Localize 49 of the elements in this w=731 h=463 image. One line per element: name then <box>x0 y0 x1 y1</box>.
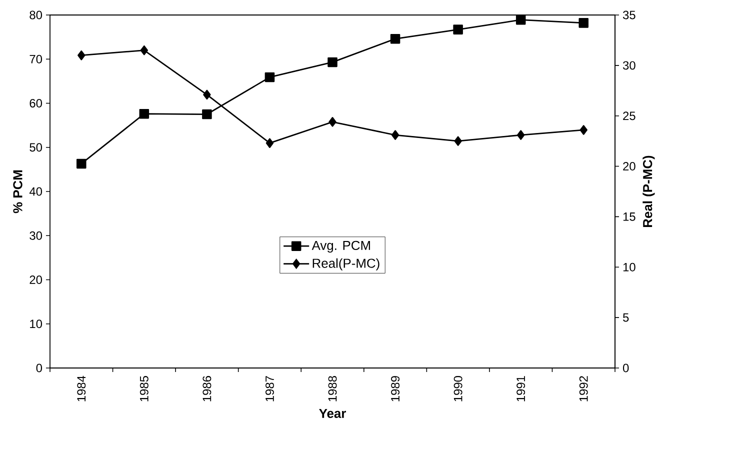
point <box>453 24 463 34</box>
y-axis-title: % PCM <box>13 170 22 214</box>
y-tick-label: 50 <box>30 143 42 152</box>
point <box>390 34 400 44</box>
point <box>580 125 588 135</box>
y-tick-label: 0 <box>36 364 42 372</box>
y-tick-label: 30 <box>30 231 42 240</box>
x-tick-label: 1987 <box>265 376 274 402</box>
point <box>328 57 338 68</box>
point <box>203 90 211 100</box>
point <box>139 108 150 119</box>
y-tick-label: 80 <box>30 10 42 20</box>
legend-label: Real(P-MC) <box>312 258 380 270</box>
point <box>578 18 588 28</box>
x-tick-label: 1988 <box>328 376 337 402</box>
point <box>264 72 275 82</box>
x-tick-label: 1984 <box>77 376 86 402</box>
y-tick-label: 40 <box>29 187 42 196</box>
point <box>266 138 274 148</box>
point <box>454 136 462 146</box>
x-tick-label: 1989 <box>391 376 400 402</box>
x-tick-label: 1990 <box>454 376 462 402</box>
y2-tick-label: 10 <box>623 262 636 272</box>
y2-tick-label: 25 <box>623 112 636 120</box>
point <box>78 50 86 60</box>
point <box>517 130 525 140</box>
y2-tick-label: 30 <box>622 61 636 70</box>
y2-tick-label: 20 <box>623 162 636 171</box>
point <box>140 45 148 56</box>
y-tick-label: 20 <box>30 276 42 284</box>
x-tick-label: 1985 <box>140 376 148 402</box>
point <box>202 109 212 120</box>
y2-axis-title: Real (P-MC) <box>642 156 655 227</box>
point <box>76 158 86 169</box>
x-tick-label: 1992 <box>579 376 588 402</box>
point <box>391 130 400 140</box>
y-tick-label: 60 <box>30 99 42 108</box>
y2-tick-label: 0 <box>622 364 629 372</box>
y2-tick-label: 15 <box>623 212 636 221</box>
point <box>328 117 336 127</box>
x-tick-label: 1991 <box>516 376 526 402</box>
y-tick-label: 70 <box>30 54 42 64</box>
legend-label: Avg. PCM <box>312 240 370 253</box>
y2-tick-label: 35 <box>622 10 636 20</box>
x-axis-title: Year <box>319 408 346 418</box>
x-tick-label: 1986 <box>202 376 212 402</box>
y-tick-label: 10 <box>30 320 42 328</box>
point <box>516 14 526 25</box>
y2-tick-label: 5 <box>623 313 629 322</box>
